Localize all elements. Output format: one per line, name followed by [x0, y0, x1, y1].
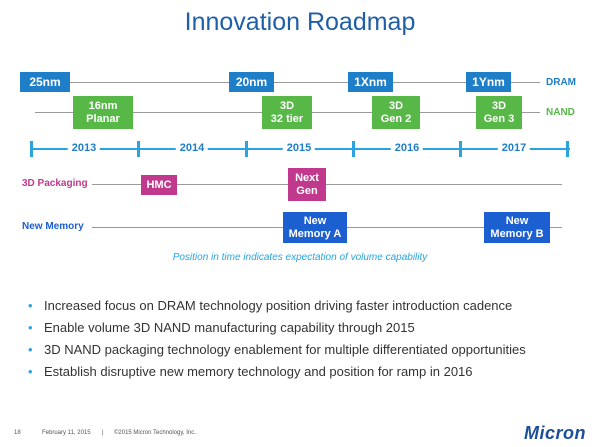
footer-separator: | [102, 430, 104, 436]
bullet-text: Establish disruptive new memory technolo… [44, 364, 473, 379]
dram-node-1ynm: 1Ynm [466, 72, 511, 92]
bullet-dot-icon: • [28, 342, 33, 357]
bullet-dot-icon: • [28, 298, 33, 313]
nand-node-16nm-planar: 16nm Planar [73, 96, 133, 129]
bullet-dot-icon: • [28, 320, 33, 335]
dram-node-1xnm: 1Xnm [348, 72, 393, 92]
timeline-tick [566, 141, 569, 157]
nand-node-3d-32-tier: 3D 32 tier [262, 96, 312, 129]
timeline-year-2016: 2016 [390, 142, 424, 154]
timeline-year-2017: 2017 [497, 142, 531, 154]
footer-date: February 11, 2015 [42, 430, 91, 436]
bullet-dot-icon: • [28, 364, 33, 379]
bullet-text: 3D NAND packaging technology enablement … [44, 342, 526, 357]
micron-logo: Micron [523, 423, 586, 443]
timeline-tick [352, 141, 355, 157]
packaging-row-line [92, 184, 562, 185]
packaging-node-hmc: HMC [141, 175, 177, 195]
bullet-text: Increased focus on DRAM technology posit… [44, 298, 513, 313]
timeline-tick [137, 141, 140, 157]
bullet-list: • Increased focus on DRAM technology posi… [28, 298, 526, 386]
bullet-item: • Establish disruptive new memory technol… [28, 364, 526, 386]
new-memory-node-b: New Memory B [484, 212, 550, 243]
bullet-text: Enable volume 3D NAND manufacturing capa… [44, 320, 415, 335]
dram-node-20nm: 20nm [229, 72, 274, 92]
bullet-item: • 3D NAND packaging technology enablement… [28, 342, 526, 364]
footer-copyright: ©2015 Micron Technology, Inc. [114, 430, 196, 436]
timeline-tick [245, 141, 248, 157]
nand-node-3d-gen-2: 3D Gen 2 [372, 96, 420, 129]
slide-title: Innovation Roadmap [184, 8, 416, 36]
timeline-year-2013: 2013 [67, 142, 101, 154]
dram-node-25nm: 25nm [20, 72, 70, 92]
bullet-item: • Enable volume 3D NAND manufacturing cap… [28, 320, 526, 342]
page-number: 18 [14, 430, 21, 436]
new-memory-row-label: New Memory [22, 221, 84, 232]
dram-row-label: DRAM [546, 77, 576, 88]
timeline-tick [459, 141, 462, 157]
packaging-node-next-gen: Next Gen [288, 168, 326, 201]
timeline-year-2015: 2015 [282, 142, 316, 154]
packaging-row-label: 3D Packaging [22, 178, 88, 189]
timeline-year-2014: 2014 [175, 142, 209, 154]
nand-node-3d-gen-3: 3D Gen 3 [476, 96, 522, 129]
roadmap-caption: Position in time indicates expectation o… [172, 252, 428, 263]
dram-row-line [20, 82, 540, 83]
bullet-item: • Increased focus on DRAM technology posi… [28, 298, 526, 320]
nand-row-label: NAND [546, 107, 575, 118]
timeline-tick [30, 141, 33, 157]
new-memory-node-a: New Memory A [283, 212, 347, 243]
